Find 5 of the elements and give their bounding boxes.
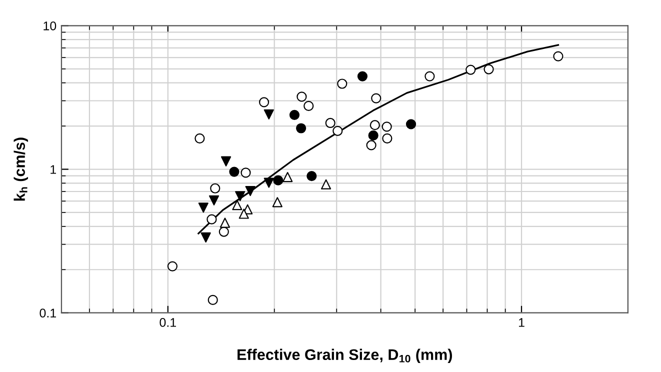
y-axis-title: k$_{h}$ (cm/s) [14, 138, 28, 201]
y-tick-label: 10 [44, 21, 56, 30]
y-tick-label: 0.1 [40, 308, 56, 318]
x-axis-title: Effective Grain Size, D$_{10}$ (mm) [238, 348, 452, 364]
y-tick-label: 1 [50, 165, 56, 174]
